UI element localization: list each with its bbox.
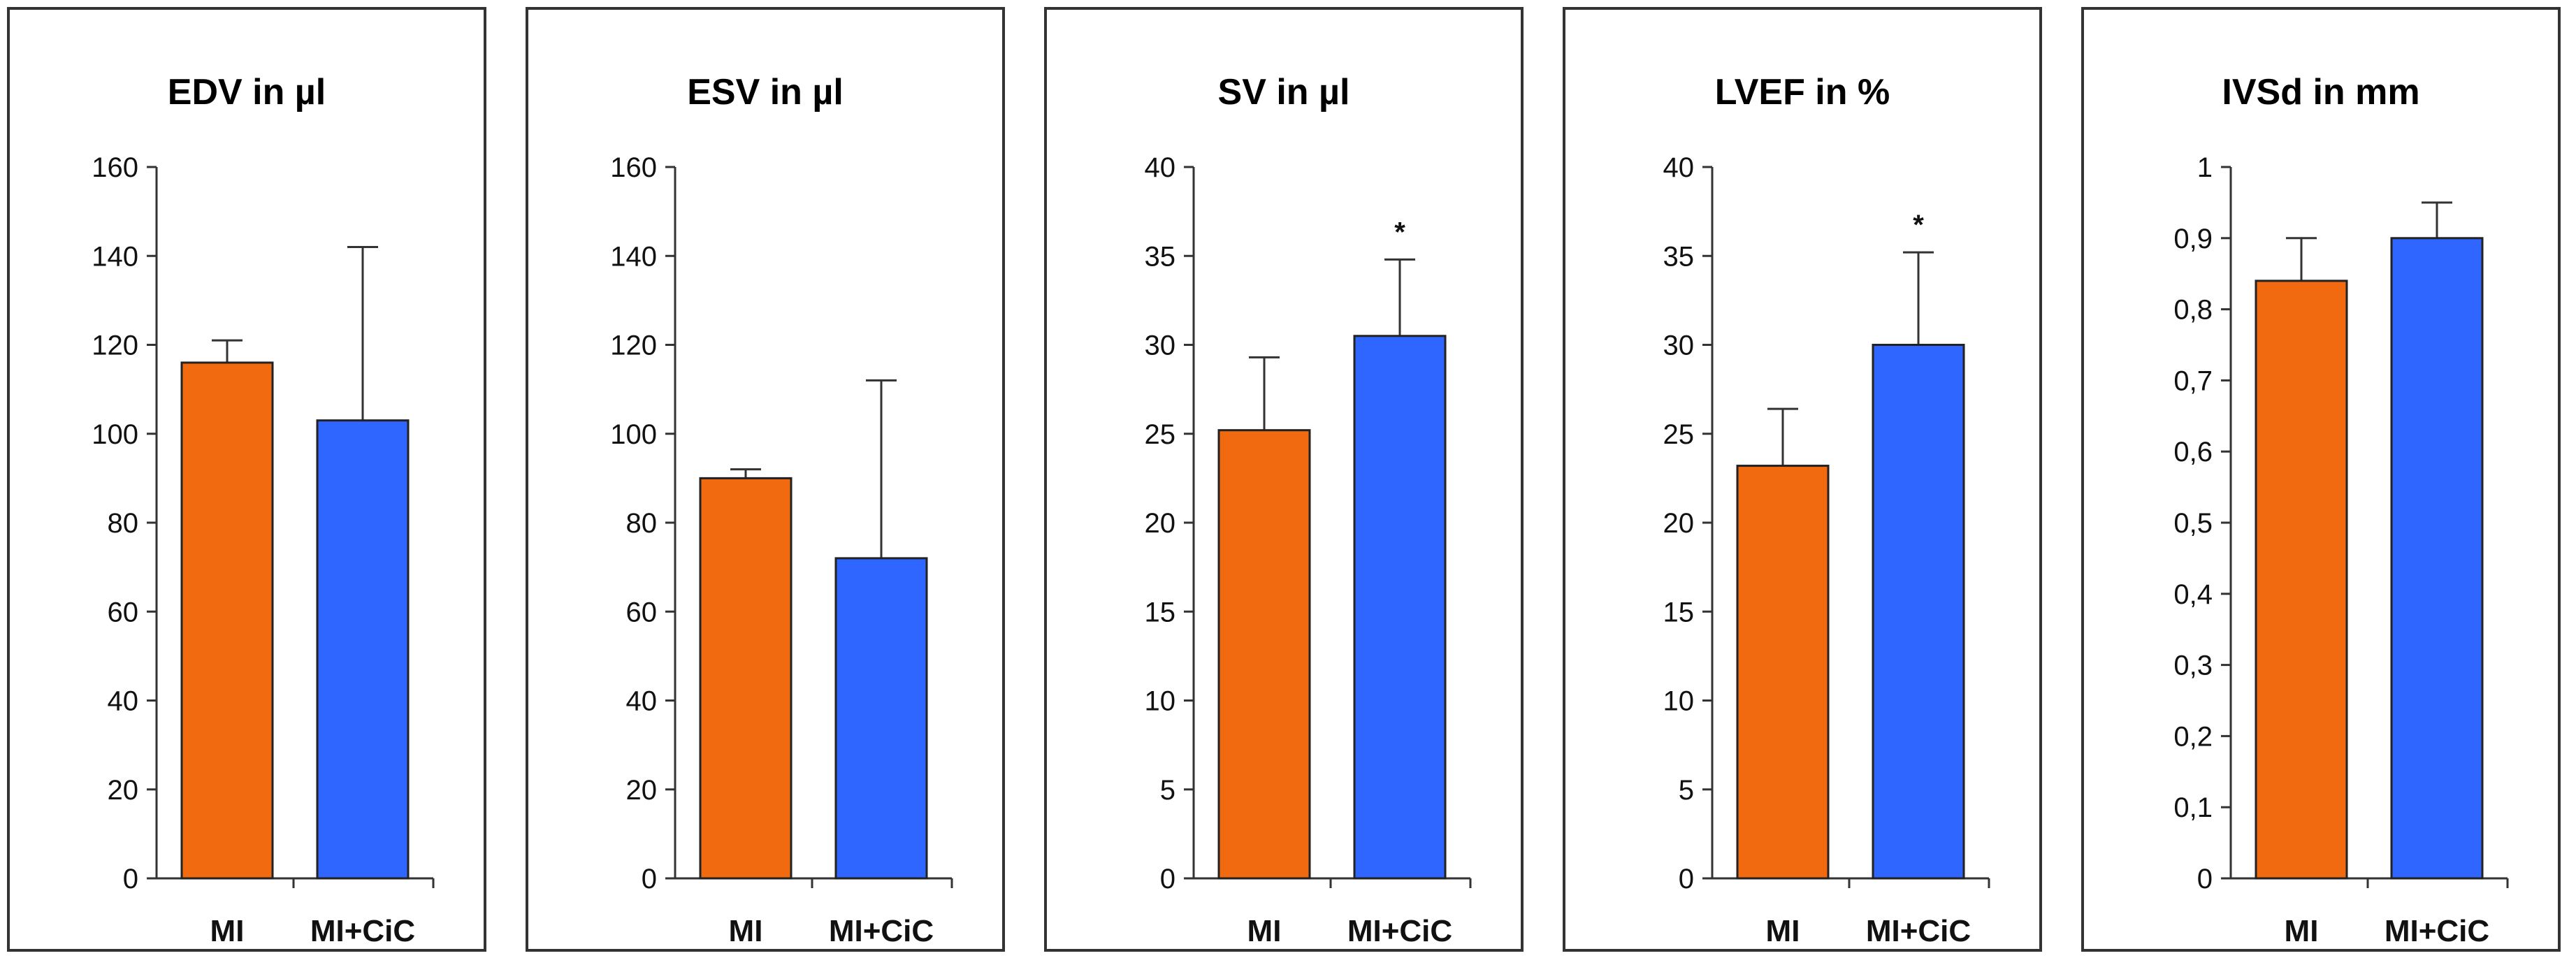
- chart-panel-edv: EDV in µl 0 20 40 60 80 100 120 140 160 MI MI+CiC: [7, 7, 486, 952]
- y-tick-label: 0,1: [2173, 792, 2213, 823]
- y-tick-label: 20: [626, 775, 658, 806]
- y-tick-label: 20: [1145, 508, 1176, 539]
- y-tick-label: 0,8: [2173, 295, 2213, 326]
- y-tick-label: 160: [610, 152, 657, 183]
- significance-marker: *: [1394, 217, 1405, 247]
- y-tick-label: 15: [1145, 597, 1176, 627]
- y-tick-label: 60: [626, 597, 658, 627]
- y-tick-label: 20: [108, 775, 139, 806]
- y-tick-label: 100: [610, 419, 657, 450]
- chart-title: EDV in µl: [168, 72, 326, 113]
- category-label-mi: MI: [729, 914, 763, 948]
- y-tick-label: 1: [2197, 152, 2213, 183]
- y-tick-label: 0: [2197, 864, 2213, 894]
- y-tick-label: 10: [1663, 686, 1695, 717]
- category-label-mi-cic: MI+CiC: [1866, 914, 1971, 948]
- y-tick-label: 40: [1663, 152, 1695, 183]
- y-tick-label: 80: [626, 508, 658, 539]
- y-tick-label: 10: [1145, 686, 1176, 717]
- y-tick-label: 120: [92, 331, 138, 361]
- y-tick-label: 40: [108, 686, 139, 717]
- y-tick-label: 30: [1663, 331, 1695, 361]
- chart-panel-esv: ESV in µl 0 20 40 60 80 100 120 140 160 MI MI+CiC: [526, 7, 1005, 952]
- category-label-mi-cic: MI+CiC: [829, 914, 934, 948]
- chart-svg: SV in µl 0 5 10 15 20 25 30 35 40 MI MI+CiC *: [1145, 72, 1472, 948]
- y-tick-label: 0: [1679, 864, 1694, 894]
- y-tick-label: 30: [1145, 331, 1176, 361]
- category-label-mi: MI: [210, 914, 245, 948]
- y-tick-label: 120: [610, 331, 657, 361]
- category-label-mi-cic: MI+CiC: [310, 914, 415, 948]
- y-tick-label: 40: [626, 686, 658, 717]
- bar-mi: [1736, 465, 1830, 880]
- y-tick-label: 20: [1663, 508, 1695, 539]
- bar-mi: [699, 477, 793, 880]
- bar-mi-cic: [1353, 335, 1447, 880]
- category-label-mi-cic: MI+CiC: [2385, 914, 2489, 948]
- y-tick-label: 35: [1145, 241, 1176, 272]
- category-label-mi: MI: [1247, 914, 1282, 948]
- significance-marker: *: [1913, 210, 1924, 240]
- y-tick-label: 140: [610, 241, 657, 272]
- chart-title: LVEF in %: [1715, 72, 1890, 113]
- bar-mi-cic: [316, 419, 410, 880]
- y-tick-label: 0,6: [2173, 437, 2213, 467]
- bar-mi-cic: [834, 557, 928, 880]
- y-tick-label: 0,4: [2173, 579, 2213, 610]
- y-tick-label: 15: [1663, 597, 1695, 627]
- y-tick-label: 80: [108, 508, 139, 539]
- chart-panel-sv: SV in µl 0 5 10 15 20 25 30 35 40 MI MI+CiC *: [1044, 7, 1524, 952]
- y-tick-label: 0: [1160, 864, 1175, 894]
- y-tick-label: 160: [92, 152, 138, 183]
- category-label-mi-cic: MI+CiC: [1347, 914, 1452, 948]
- y-tick-label: 0: [642, 864, 657, 894]
- chart-svg: EDV in µl 0 20 40 60 80 100 120 140 160 MI MI+CiC: [92, 72, 435, 948]
- y-tick-label: 35: [1663, 241, 1695, 272]
- y-tick-label: 25: [1145, 419, 1176, 450]
- bar-mi: [180, 361, 274, 880]
- y-tick-label: 0,5: [2173, 508, 2213, 539]
- category-label-mi: MI: [1766, 914, 1800, 948]
- y-tick-label: 25: [1663, 419, 1695, 450]
- chart-svg: IVSd in mm 0 0,1 0,2 0,3 0,4 0,5 0,6 0,7 0,8 0,9 1 M…: [2173, 72, 2509, 948]
- y-tick-label: 5: [1160, 775, 1175, 806]
- bar-mi: [2255, 280, 2348, 880]
- bar-mi: [1217, 429, 1311, 880]
- chart-svg: ESV in µl 0 20 40 60 80 100 120 140 160 MI MI+CiC: [610, 72, 953, 948]
- chart-title: IVSd in mm: [2222, 72, 2419, 113]
- y-tick-label: 40: [1145, 152, 1176, 183]
- y-tick-label: 100: [92, 419, 138, 450]
- y-tick-label: 0,9: [2173, 224, 2213, 254]
- chart-title: ESV in µl: [687, 72, 844, 113]
- bar-mi-cic: [1872, 344, 1965, 880]
- chart-svg: LVEF in % 0 5 10 15 20 25 30 35 40 MI MI+CiC *: [1663, 72, 1990, 948]
- chart-title: SV in µl: [1218, 72, 1350, 113]
- bar-mi-cic: [2390, 237, 2484, 880]
- y-tick-label: 0,2: [2173, 721, 2213, 752]
- category-label-mi: MI: [2285, 914, 2319, 948]
- y-tick-label: 0,3: [2173, 651, 2213, 681]
- y-tick-label: 60: [108, 597, 139, 627]
- y-tick-label: 0,7: [2173, 365, 2213, 396]
- y-tick-label: 5: [1679, 775, 1694, 806]
- chart-panel-lvef: LVEF in % 0 5 10 15 20 25 30 35 40 MI MI+CiC *: [1563, 7, 2042, 952]
- chart-panel-ivsd: IVSd in mm 0 0,1 0,2 0,3 0,4 0,5 0,6 0,7 0,8 0,9 1 M…: [2081, 7, 2561, 952]
- y-tick-label: 0: [123, 864, 138, 894]
- y-tick-label: 140: [92, 241, 138, 272]
